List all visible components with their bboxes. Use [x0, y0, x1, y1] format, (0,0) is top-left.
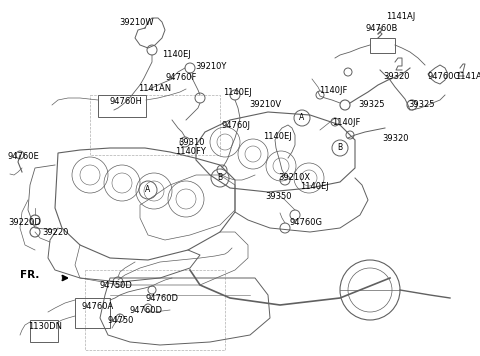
Text: A: A [300, 114, 305, 122]
Text: 39325: 39325 [408, 100, 434, 109]
Bar [30, 320, 58, 342]
Text: 39210X: 39210X [278, 173, 310, 182]
Text: FR.: FR. [20, 270, 39, 280]
Text: 39310: 39310 [178, 138, 204, 147]
Text: 1140JF: 1140JF [332, 118, 360, 127]
Text: 94760J: 94760J [221, 121, 250, 130]
Text: 94750: 94750 [108, 316, 134, 325]
Text: 94760E: 94760E [8, 152, 40, 161]
Text: 39210V: 39210V [249, 100, 281, 109]
Text: 94760B: 94760B [365, 24, 397, 33]
Text: 39210W: 39210W [119, 18, 154, 27]
Text: 94760A: 94760A [82, 302, 114, 311]
Text: 1140EJ: 1140EJ [263, 132, 292, 141]
Bar [370, 38, 395, 53]
Bar [98, 95, 146, 117]
Text: 1140JF: 1140JF [319, 86, 348, 95]
Text: 94760D: 94760D [146, 294, 179, 303]
Text: 39220: 39220 [42, 228, 68, 237]
Text: 39320: 39320 [382, 134, 408, 143]
Text: 1140EJ: 1140EJ [223, 88, 252, 97]
Text: 1140FY: 1140FY [175, 147, 206, 156]
Text: 39325: 39325 [358, 100, 384, 109]
Text: B: B [337, 143, 343, 152]
Text: 94760D: 94760D [130, 306, 163, 315]
Text: 39320: 39320 [383, 72, 409, 81]
Text: 94760G: 94760G [290, 218, 323, 227]
Text: A: A [145, 185, 151, 194]
Text: 94760H: 94760H [110, 97, 143, 106]
Text: 39210Y: 39210Y [195, 62, 227, 71]
Text: 94760C: 94760C [427, 72, 459, 81]
Text: 1141AN: 1141AN [138, 84, 171, 93]
Text: 1140EJ: 1140EJ [162, 50, 191, 59]
Text: 39350: 39350 [265, 192, 291, 201]
Text: 1141AJ: 1141AJ [455, 72, 480, 81]
Text: 1140EJ: 1140EJ [300, 182, 329, 191]
Bar [75, 298, 110, 328]
Text: 39220D: 39220D [8, 218, 41, 227]
Text: B: B [217, 173, 223, 183]
Text: 1141AJ: 1141AJ [386, 12, 415, 21]
Text: 94760F: 94760F [166, 73, 197, 82]
Text: 1130DN: 1130DN [28, 322, 62, 331]
Text: 94750D: 94750D [99, 281, 132, 290]
